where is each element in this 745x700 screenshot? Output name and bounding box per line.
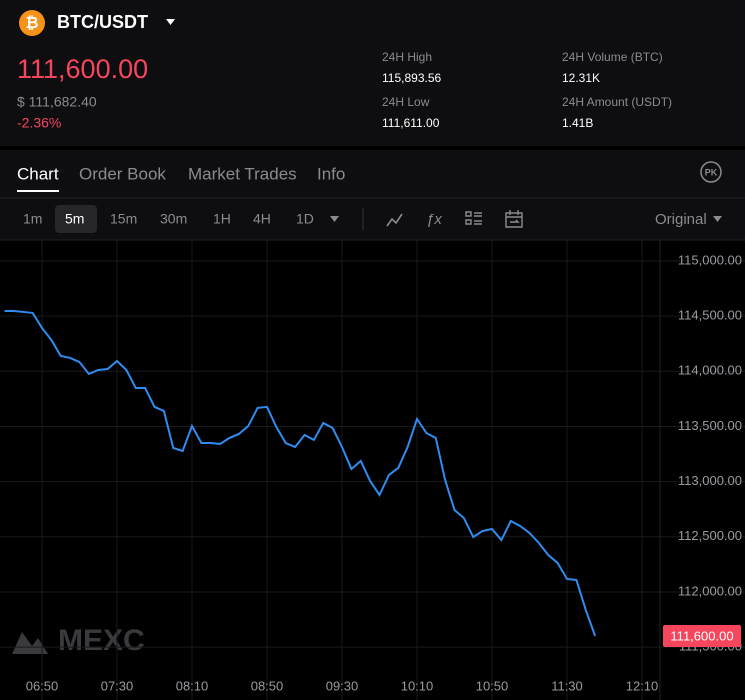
- tab-underline: [17, 190, 59, 192]
- pair[interactable]: BTC/USDT: [57, 12, 148, 32]
- x-tick-label: 10:50: [476, 678, 509, 693]
- stat-label: 24H High: [382, 50, 432, 64]
- price: 111,600.00: [17, 54, 148, 84]
- y-tick-label: 114,500.00: [678, 308, 742, 323]
- interval[interactable]: 1H: [213, 211, 231, 227]
- last-price-label: 111,600.00: [670, 628, 733, 643]
- layout-icon[interactable]: [465, 211, 482, 225]
- fx-icon[interactable]: ƒx: [426, 211, 442, 228]
- tab[interactable]: Order Book: [79, 164, 166, 183]
- price-line: [4, 309, 597, 637]
- btc-symbol: ₿: [25, 14, 38, 32]
- x-tick-label: 06:50: [26, 678, 59, 693]
- x-tick-label: 12:10: [626, 678, 659, 693]
- last-price-box: [663, 625, 741, 648]
- chart-bg: [0, 240, 745, 700]
- stat-value: 111,611.00: [382, 116, 440, 130]
- stat-label: 24H Volume (BTC): [562, 50, 663, 64]
- interval[interactable]: 15m: [110, 211, 137, 227]
- interval-active-bg: [55, 205, 97, 233]
- watermark: MEXC: [58, 624, 145, 657]
- x-tick-label: 07:30: [101, 678, 134, 693]
- header-bg: [0, 0, 745, 240]
- change: -2.36%: [17, 115, 61, 131]
- stat-label: 24H Amount (USDT): [562, 95, 672, 109]
- x-tick-label: 11:30: [551, 678, 583, 693]
- interval-bar: 1m 5m 15m 30m 1H 4H 1D: [23, 211, 314, 227]
- stat-value: 115,893.56: [382, 71, 441, 85]
- calendar-icon[interactable]: [505, 210, 523, 228]
- interval[interactable]: 5m: [65, 211, 84, 227]
- x-tick-label: 08:50: [251, 678, 284, 693]
- interval[interactable]: 1D: [296, 211, 314, 227]
- tab[interactable]: Info: [317, 164, 345, 183]
- interval[interactable]: 1m: [23, 211, 42, 227]
- pk-text: PK: [705, 167, 718, 177]
- stat-value: 12.31K: [562, 71, 600, 85]
- indicator-icon[interactable]: [386, 213, 403, 227]
- tab[interactable]: Market Trades: [188, 164, 297, 183]
- tab[interactable]: Chart: [17, 164, 59, 183]
- plot: 06:50 07:30 08:10 08:50 09:30 10:10 10:50 11:30…: [0, 240, 745, 700]
- btc-icon: [19, 10, 45, 36]
- y-tick-label: 112,000.00: [678, 583, 742, 598]
- y-tick-label: 114,000.00: [678, 363, 742, 378]
- x-tick-label: 10:10: [401, 678, 434, 693]
- stat-value: 1.41B: [562, 116, 593, 130]
- usd-price: $ 111,682.40: [17, 94, 97, 110]
- y-tick-label: 112,500.00: [678, 528, 742, 543]
- x-tick-label: 08:10: [176, 678, 209, 693]
- x-tick-label: 09:30: [326, 678, 359, 693]
- y-tick-label: 113,000.00: [678, 473, 742, 488]
- watermark-logo: [12, 632, 48, 654]
- price-mode[interactable]: Original: [655, 211, 707, 228]
- y-tick-label: 113,500.00: [678, 418, 742, 433]
- interval[interactable]: 4H: [253, 211, 271, 227]
- interval[interactable]: 30m: [160, 211, 187, 227]
- pk-icon[interactable]: [700, 161, 722, 183]
- interval-dropdown[interactable]: [330, 216, 339, 222]
- price-mode-dropdown[interactable]: [713, 216, 722, 222]
- pair-dropdown[interactable]: [166, 19, 175, 25]
- stat-label: 24H Low: [382, 95, 430, 109]
- y-tick-label: 115,000.00: [678, 252, 742, 267]
